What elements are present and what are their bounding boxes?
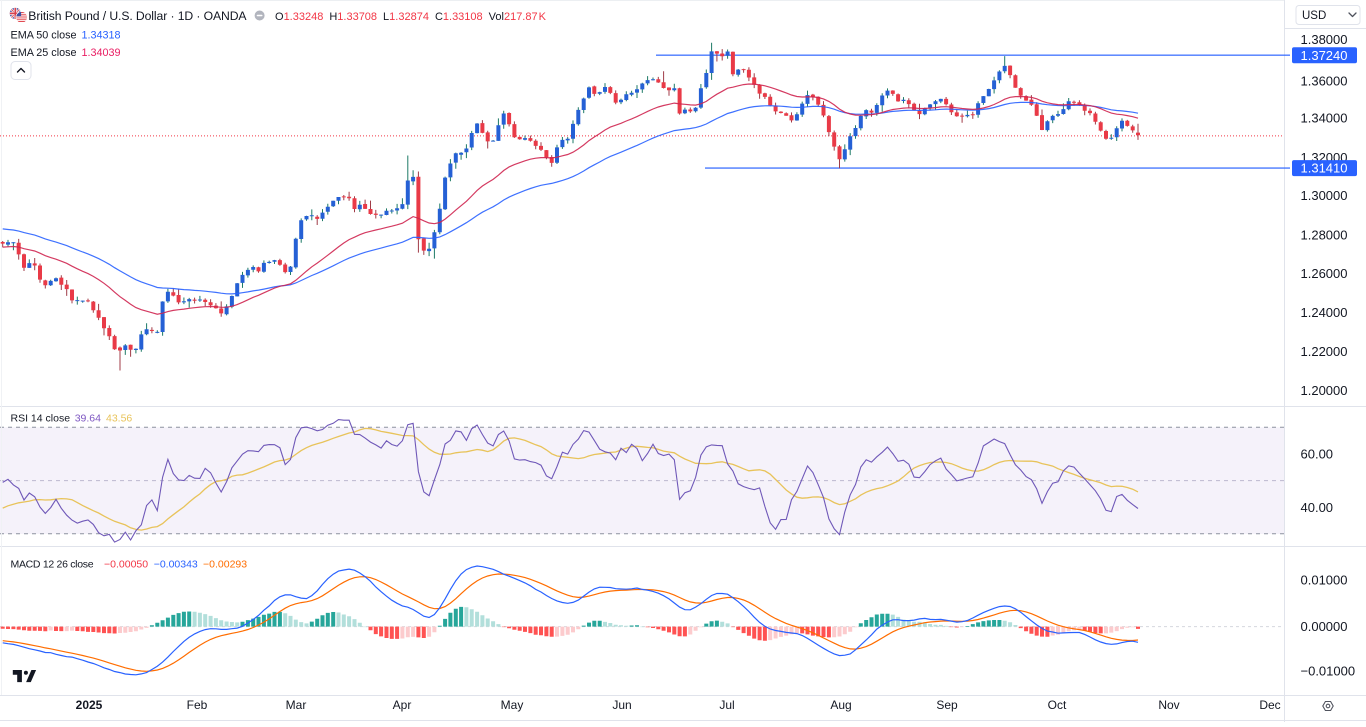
svg-text:Mar: Mar (286, 698, 307, 712)
svg-text:1.36000: 1.36000 (1301, 74, 1348, 89)
svg-text:60.00: 60.00 (1301, 447, 1334, 462)
svg-text:Dec: Dec (1259, 698, 1280, 712)
svg-text:1.24000: 1.24000 (1301, 305, 1348, 320)
svg-text:−0.00293: −0.00293 (203, 559, 247, 571)
svg-text:1.22000: 1.22000 (1301, 344, 1348, 359)
svg-text:−0.00050: −0.00050 (104, 559, 148, 571)
svg-text:1.30000: 1.30000 (1301, 188, 1348, 203)
svg-text:0.00000: 0.00000 (1301, 619, 1348, 634)
svg-text:43.56: 43.56 (106, 413, 132, 425)
svg-text:Aug: Aug (830, 698, 851, 712)
svg-text:−0.00343: −0.00343 (154, 559, 198, 571)
svg-text:Nov: Nov (1158, 698, 1179, 712)
svg-text:Apr: Apr (393, 698, 412, 712)
svg-text:Sep: Sep (936, 698, 958, 712)
svg-text:British Pound / U.S. Dollar ·: British Pound / U.S. Dollar · 1D · OANDA (28, 9, 247, 23)
svg-text:1.20000: 1.20000 (1301, 383, 1348, 398)
svg-text:RSI 14 close: RSI 14 close (11, 413, 71, 425)
svg-text:1.28000: 1.28000 (1301, 227, 1348, 242)
svg-text:USD: USD (1302, 10, 1326, 22)
svg-text:39.64: 39.64 (75, 413, 101, 425)
svg-text:MACD 12 26 close: MACD 12 26 close (11, 559, 94, 571)
svg-text:EMA 50 close: EMA 50 close (11, 30, 77, 42)
svg-text:1.37240: 1.37240 (1301, 48, 1348, 63)
svg-text:May: May (501, 698, 524, 712)
svg-text:1.38000: 1.38000 (1301, 32, 1348, 47)
svg-text:Feb: Feb (187, 698, 208, 712)
svg-text:1.26000: 1.26000 (1301, 266, 1348, 281)
svg-text:1.31410: 1.31410 (1301, 161, 1348, 176)
svg-text:1.34318: 1.34318 (82, 30, 121, 42)
svg-text:Jun: Jun (612, 698, 631, 712)
svg-text:0.01000: 0.01000 (1301, 573, 1348, 588)
svg-text:EMA 25 close: EMA 25 close (11, 47, 77, 59)
svg-text:1.34039: 1.34039 (82, 47, 121, 59)
svg-text:Oct: Oct (1048, 698, 1067, 712)
svg-text:1.34000: 1.34000 (1301, 111, 1348, 126)
svg-text:40.00: 40.00 (1301, 500, 1334, 515)
svg-text:2025: 2025 (76, 698, 103, 712)
svg-text:−0.01000: −0.01000 (1301, 664, 1356, 679)
svg-text:Jul: Jul (719, 698, 734, 712)
